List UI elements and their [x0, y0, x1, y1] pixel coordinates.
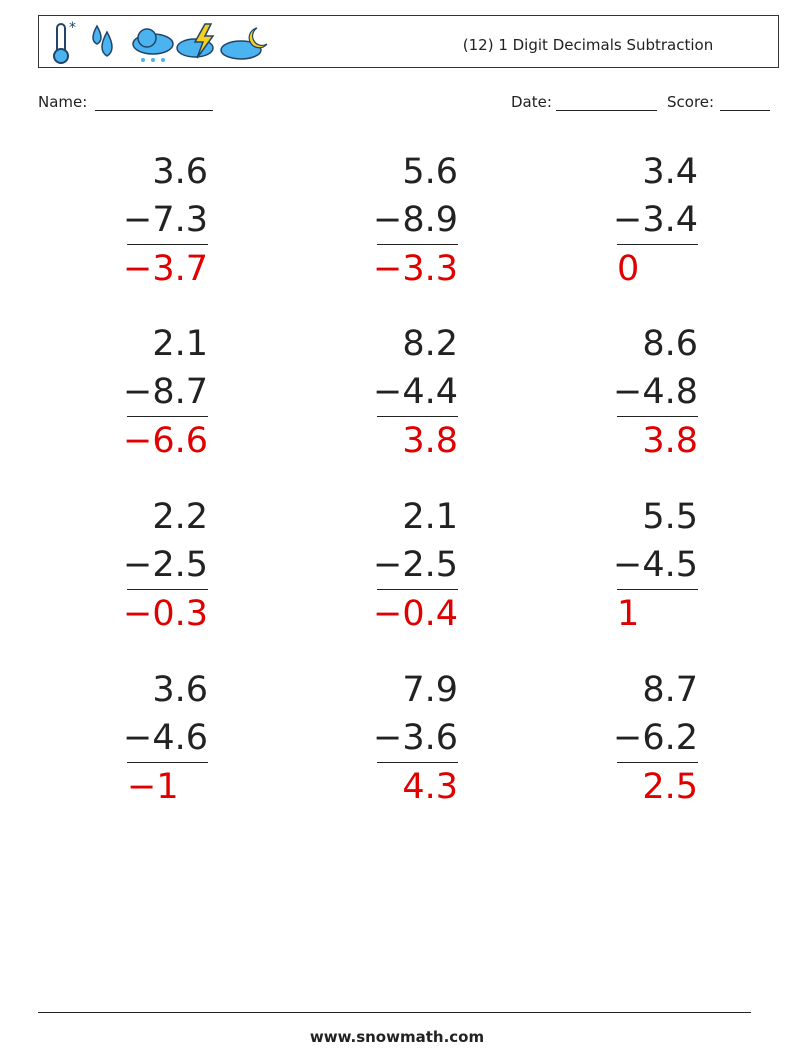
top-number: 8.6: [642, 324, 698, 364]
answer: 1: [617, 594, 640, 634]
answer-rule: [617, 416, 698, 417]
bottom-number: −6.2: [613, 718, 698, 758]
title: (12) 1 Digit Decimals Subtraction: [462, 36, 714, 54]
weather-icons: *: [53, 20, 268, 64]
top-number: 2.2: [152, 497, 208, 537]
answer: 3.8: [642, 421, 698, 461]
top-number: 8.2: [402, 324, 458, 364]
top-number: 3.6: [152, 670, 208, 710]
top-number: 5.5: [642, 497, 698, 537]
bottom-number: −4.8: [613, 372, 698, 412]
top-number: 3.4: [642, 152, 698, 192]
bottom-number: −4.6: [123, 718, 208, 758]
answer-rule: [127, 762, 208, 763]
name-blank: [95, 110, 213, 111]
top-number: 2.1: [152, 324, 208, 364]
answer: −1: [127, 767, 179, 807]
answer: 3.8: [402, 421, 458, 461]
score-label: Score:: [667, 93, 715, 111]
answer-rule: [377, 416, 458, 417]
bottom-number: −2.5: [373, 545, 458, 585]
bottom-number: −2.5: [123, 545, 208, 585]
name-label: Name:: [38, 93, 88, 111]
date-blank: [556, 110, 657, 111]
answer-rule: [377, 244, 458, 245]
bottom-number: −7.3: [123, 200, 208, 240]
header-box: *: [38, 15, 779, 68]
answer-rule: [617, 762, 698, 763]
answer-rule: [127, 416, 208, 417]
answer-rule: [377, 589, 458, 590]
answer: 4.3: [402, 767, 458, 807]
answer: −3.3: [373, 249, 458, 289]
bottom-number: −3.6: [373, 718, 458, 758]
top-number: 5.6: [402, 152, 458, 192]
answer-rule: [617, 244, 698, 245]
bottom-number: −3.4: [613, 200, 698, 240]
top-number: 3.6: [152, 152, 208, 192]
answer: 2.5: [642, 767, 698, 807]
top-number: 8.7: [642, 670, 698, 710]
top-number: 7.9: [402, 670, 458, 710]
answer-rule: [127, 244, 208, 245]
bottom-number: −8.9: [373, 200, 458, 240]
score-blank: [720, 110, 770, 111]
answer-rule: [127, 589, 208, 590]
date-label: Date:: [511, 93, 552, 111]
answer-rule: [617, 589, 698, 590]
answer-rule: [377, 762, 458, 763]
top-number: 2.1: [402, 497, 458, 537]
answer: −6.6: [123, 421, 208, 461]
footer-rule: [38, 1012, 751, 1013]
answer: −0.4: [373, 594, 458, 634]
bottom-number: −4.4: [373, 372, 458, 412]
bottom-number: −8.7: [123, 372, 208, 412]
svg-text:*: *: [69, 20, 76, 36]
footer-url: www.snowmath.com: [309, 1028, 485, 1046]
bottom-number: −4.5: [613, 545, 698, 585]
answer: −3.7: [123, 249, 208, 289]
answer: −0.3: [123, 594, 208, 634]
answer: 0: [617, 249, 640, 289]
